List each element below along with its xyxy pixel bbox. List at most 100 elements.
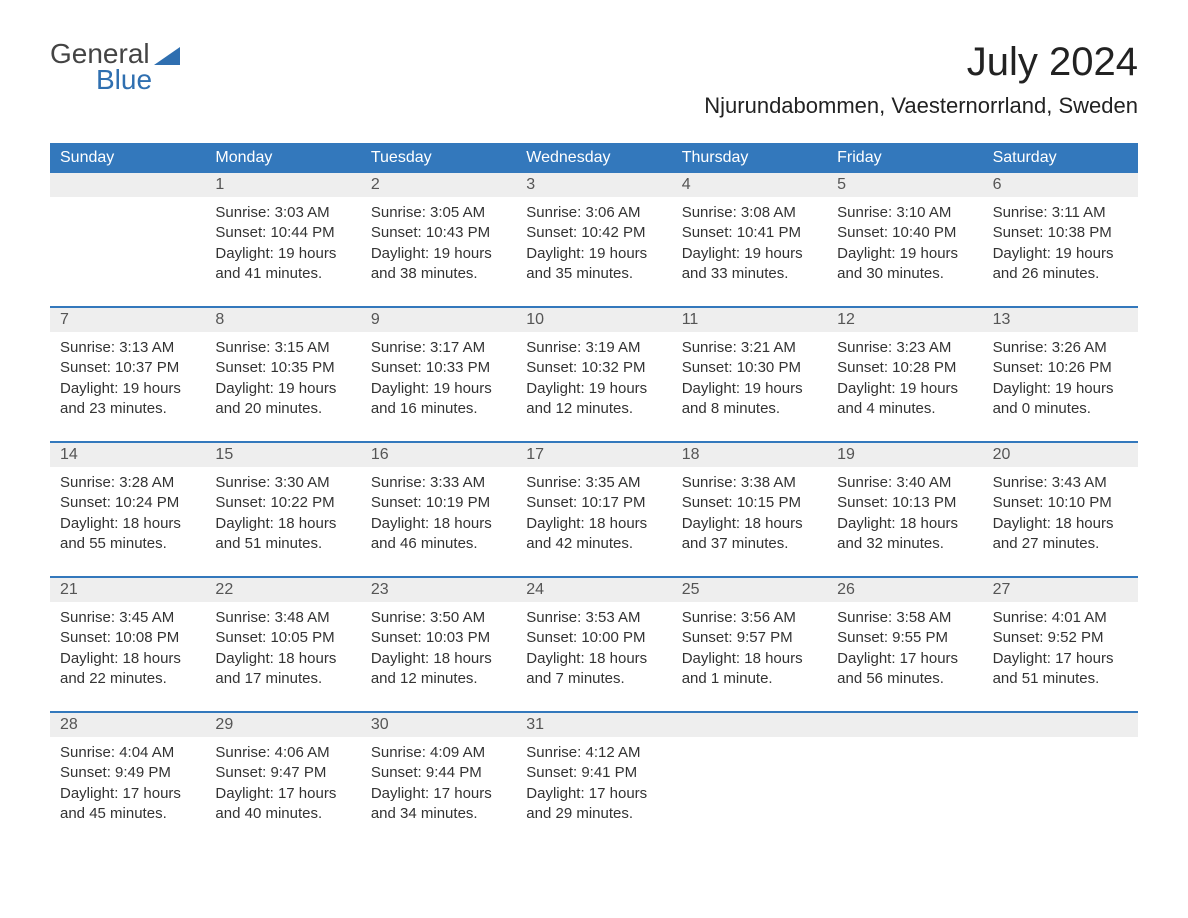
day-number: 18	[672, 443, 827, 467]
sunset-text: Sunset: 10:37 PM	[60, 358, 195, 378]
sunrise-text: Sunrise: 3:17 AM	[371, 338, 506, 358]
day-cell: Sunrise: 3:53 AMSunset: 10:00 PMDaylight…	[516, 602, 671, 711]
daylight-text: Daylight: 18 hours and 12 minutes.	[371, 649, 506, 690]
sunset-text: Sunset: 10:15 PM	[682, 493, 817, 513]
day-number: 1	[205, 173, 360, 197]
day-cell: Sunrise: 3:19 AMSunset: 10:32 PMDaylight…	[516, 332, 671, 441]
sunrise-text: Sunrise: 3:10 AM	[837, 203, 972, 223]
daylight-text: Daylight: 19 hours and 35 minutes.	[526, 244, 661, 285]
weekday-label: Friday	[827, 143, 982, 173]
sunset-text: Sunset: 10:19 PM	[371, 493, 506, 513]
sunrise-text: Sunrise: 3:45 AM	[60, 608, 195, 628]
day-cell: Sunrise: 4:01 AMSunset: 9:52 PMDaylight:…	[983, 602, 1138, 711]
day-cell: Sunrise: 3:38 AMSunset: 10:15 PMDaylight…	[672, 467, 827, 576]
sunrise-text: Sunrise: 3:53 AM	[526, 608, 661, 628]
daylight-text: Daylight: 17 hours and 45 minutes.	[60, 784, 195, 825]
day-cell: Sunrise: 3:26 AMSunset: 10:26 PMDaylight…	[983, 332, 1138, 441]
sunrise-text: Sunrise: 3:19 AM	[526, 338, 661, 358]
day-cell: Sunrise: 3:03 AMSunset: 10:44 PMDaylight…	[205, 197, 360, 306]
daylight-text: Daylight: 19 hours and 0 minutes.	[993, 379, 1128, 420]
day-number: 22	[205, 578, 360, 602]
day-cell: Sunrise: 3:23 AMSunset: 10:28 PMDaylight…	[827, 332, 982, 441]
title-block: July 2024 Njurundabommen, Vaesternorrlan…	[704, 40, 1138, 119]
daylight-text: Daylight: 18 hours and 17 minutes.	[215, 649, 350, 690]
day-number: 16	[361, 443, 516, 467]
day-cell: Sunrise: 3:10 AMSunset: 10:40 PMDaylight…	[827, 197, 982, 306]
logo-text-blue: Blue	[50, 66, 180, 94]
day-cell: Sunrise: 3:15 AMSunset: 10:35 PMDaylight…	[205, 332, 360, 441]
month-title: July 2024	[704, 40, 1138, 85]
sunset-text: Sunset: 10:22 PM	[215, 493, 350, 513]
day-number: 10	[516, 308, 671, 332]
sunset-text: Sunset: 10:05 PM	[215, 628, 350, 648]
day-cell: Sunrise: 3:35 AMSunset: 10:17 PMDaylight…	[516, 467, 671, 576]
logo-triangle-icon	[154, 47, 180, 65]
daylight-text: Daylight: 19 hours and 20 minutes.	[215, 379, 350, 420]
sunrise-text: Sunrise: 3:05 AM	[371, 203, 506, 223]
daylight-text: Daylight: 17 hours and 40 minutes.	[215, 784, 350, 825]
day-number: 25	[672, 578, 827, 602]
day-number	[50, 173, 205, 197]
sunset-text: Sunset: 9:49 PM	[60, 763, 195, 783]
sunset-text: Sunset: 10:42 PM	[526, 223, 661, 243]
sunrise-text: Sunrise: 4:06 AM	[215, 743, 350, 763]
day-cell: Sunrise: 3:28 AMSunset: 10:24 PMDaylight…	[50, 467, 205, 576]
day-cell	[983, 737, 1138, 846]
daylight-text: Daylight: 18 hours and 32 minutes.	[837, 514, 972, 555]
day-number: 28	[50, 713, 205, 737]
sunset-text: Sunset: 10:28 PM	[837, 358, 972, 378]
day-cell: Sunrise: 4:12 AMSunset: 9:41 PMDaylight:…	[516, 737, 671, 846]
daynum-strip: 14151617181920	[50, 443, 1138, 467]
daylight-text: Daylight: 19 hours and 23 minutes.	[60, 379, 195, 420]
day-cell: Sunrise: 3:58 AMSunset: 9:55 PMDaylight:…	[827, 602, 982, 711]
sunrise-text: Sunrise: 3:50 AM	[371, 608, 506, 628]
sunset-text: Sunset: 10:03 PM	[371, 628, 506, 648]
sunrise-text: Sunrise: 3:48 AM	[215, 608, 350, 628]
weekday-label: Sunday	[50, 143, 205, 173]
day-cell: Sunrise: 3:50 AMSunset: 10:03 PMDaylight…	[361, 602, 516, 711]
daylight-text: Daylight: 18 hours and 1 minute.	[682, 649, 817, 690]
sunset-text: Sunset: 10:10 PM	[993, 493, 1128, 513]
week-row: 123456Sunrise: 3:03 AMSunset: 10:44 PMDa…	[50, 173, 1138, 306]
day-cell: Sunrise: 3:43 AMSunset: 10:10 PMDaylight…	[983, 467, 1138, 576]
day-cell: Sunrise: 3:13 AMSunset: 10:37 PMDaylight…	[50, 332, 205, 441]
day-number: 6	[983, 173, 1138, 197]
day-cell: Sunrise: 4:04 AMSunset: 9:49 PMDaylight:…	[50, 737, 205, 846]
day-number: 17	[516, 443, 671, 467]
sunrise-text: Sunrise: 3:40 AM	[837, 473, 972, 493]
daylight-text: Daylight: 18 hours and 22 minutes.	[60, 649, 195, 690]
daylight-text: Daylight: 19 hours and 38 minutes.	[371, 244, 506, 285]
day-number: 20	[983, 443, 1138, 467]
sunrise-text: Sunrise: 3:23 AM	[837, 338, 972, 358]
daylight-text: Daylight: 19 hours and 8 minutes.	[682, 379, 817, 420]
weekday-header: Sunday Monday Tuesday Wednesday Thursday…	[50, 143, 1138, 173]
day-number: 9	[361, 308, 516, 332]
weekday-label: Tuesday	[361, 143, 516, 173]
daylight-text: Daylight: 18 hours and 7 minutes.	[526, 649, 661, 690]
sunrise-text: Sunrise: 3:28 AM	[60, 473, 195, 493]
day-cell: Sunrise: 3:56 AMSunset: 9:57 PMDaylight:…	[672, 602, 827, 711]
day-cell	[827, 737, 982, 846]
day-cell	[50, 197, 205, 306]
daylight-text: Daylight: 17 hours and 51 minutes.	[993, 649, 1128, 690]
daylight-text: Daylight: 18 hours and 42 minutes.	[526, 514, 661, 555]
day-number: 21	[50, 578, 205, 602]
day-cell: Sunrise: 3:08 AMSunset: 10:41 PMDaylight…	[672, 197, 827, 306]
sunset-text: Sunset: 10:35 PM	[215, 358, 350, 378]
day-number: 23	[361, 578, 516, 602]
daylight-text: Daylight: 18 hours and 46 minutes.	[371, 514, 506, 555]
sunset-text: Sunset: 10:40 PM	[837, 223, 972, 243]
daylight-text: Daylight: 19 hours and 33 minutes.	[682, 244, 817, 285]
sunset-text: Sunset: 9:41 PM	[526, 763, 661, 783]
day-cell: Sunrise: 3:05 AMSunset: 10:43 PMDaylight…	[361, 197, 516, 306]
day-number: 12	[827, 308, 982, 332]
day-number: 31	[516, 713, 671, 737]
sunset-text: Sunset: 9:57 PM	[682, 628, 817, 648]
daylight-text: Daylight: 18 hours and 55 minutes.	[60, 514, 195, 555]
sunset-text: Sunset: 10:00 PM	[526, 628, 661, 648]
week-row: 21222324252627Sunrise: 3:45 AMSunset: 10…	[50, 576, 1138, 711]
sunset-text: Sunset: 10:08 PM	[60, 628, 195, 648]
sunset-text: Sunset: 9:52 PM	[993, 628, 1128, 648]
day-number: 2	[361, 173, 516, 197]
weekday-label: Thursday	[672, 143, 827, 173]
